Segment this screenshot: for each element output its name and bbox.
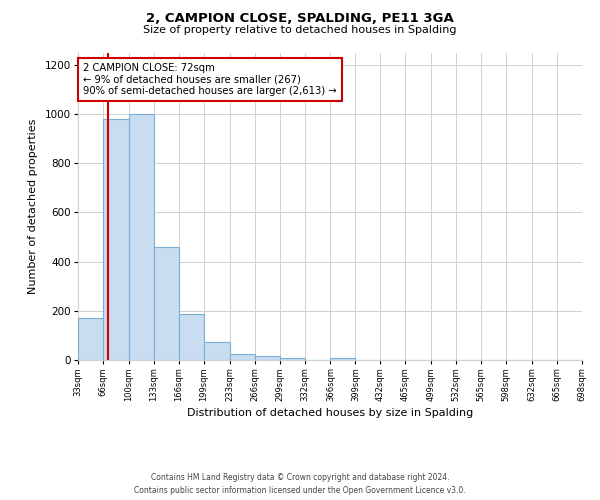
- Bar: [154, 247, 179, 360]
- X-axis label: Distribution of detached houses by size in Spalding: Distribution of detached houses by size …: [187, 408, 473, 418]
- Bar: [254, 356, 280, 360]
- Text: Contains HM Land Registry data © Crown copyright and database right 2024.
Contai: Contains HM Land Registry data © Crown c…: [134, 474, 466, 495]
- Bar: [230, 354, 254, 360]
- Text: 2, CAMPION CLOSE, SPALDING, PE11 3GA: 2, CAMPION CLOSE, SPALDING, PE11 3GA: [146, 12, 454, 26]
- Bar: [280, 358, 305, 360]
- Bar: [103, 119, 129, 360]
- Bar: [204, 342, 230, 360]
- Bar: [78, 318, 103, 360]
- Bar: [129, 114, 154, 360]
- Bar: [331, 358, 355, 360]
- Y-axis label: Number of detached properties: Number of detached properties: [28, 118, 38, 294]
- Text: Size of property relative to detached houses in Spalding: Size of property relative to detached ho…: [143, 25, 457, 35]
- Text: 2 CAMPION CLOSE: 72sqm
← 9% of detached houses are smaller (267)
90% of semi-det: 2 CAMPION CLOSE: 72sqm ← 9% of detached …: [83, 64, 337, 96]
- Bar: [179, 314, 204, 360]
